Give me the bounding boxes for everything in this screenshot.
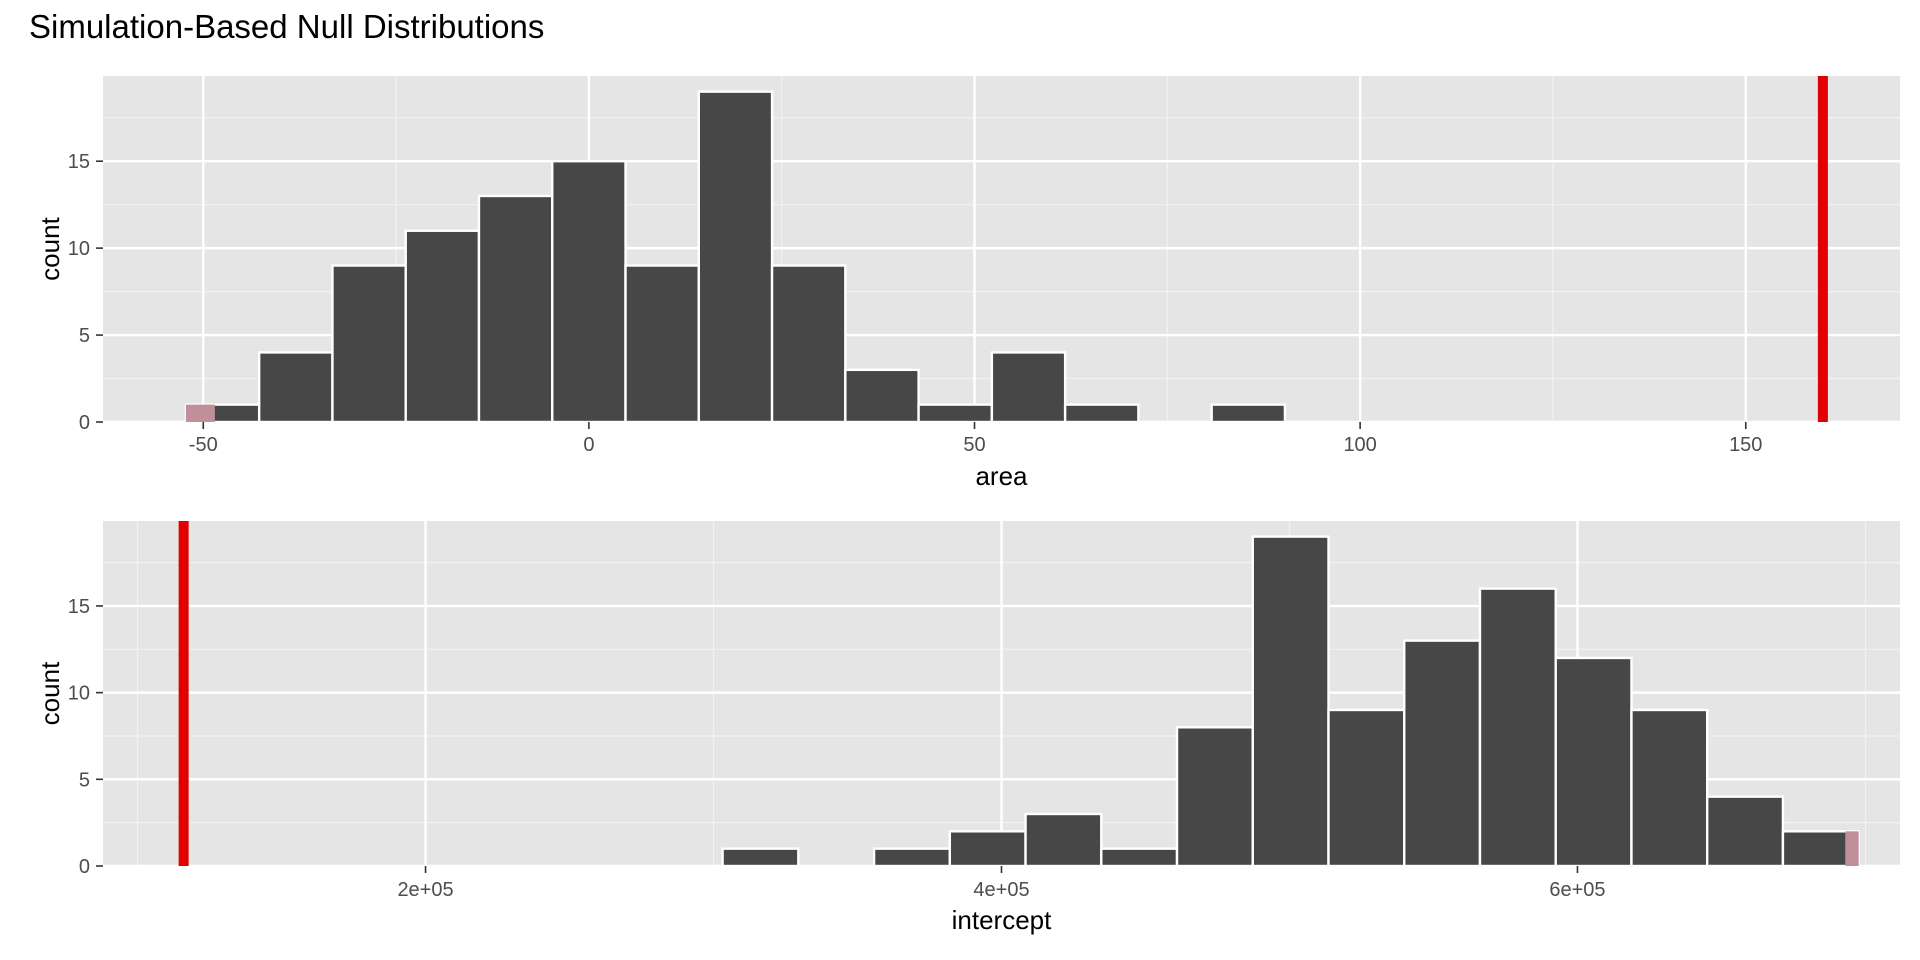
y-tick-label: 5 — [79, 769, 90, 791]
histogram-bar — [1478, 587, 1557, 868]
x-axis-title: intercept — [952, 905, 1052, 935]
histogram-bar — [1251, 535, 1330, 868]
histogram-bar — [844, 368, 920, 424]
histogram-bar — [770, 264, 847, 424]
histogram-bar — [948, 830, 1027, 868]
histogram-bar — [1024, 812, 1103, 868]
histogram-bar — [551, 159, 627, 424]
y-tick-label: 5 — [79, 325, 90, 347]
histogram-bar — [1705, 795, 1785, 868]
histogram-bar — [990, 351, 1067, 424]
histogram-bar — [1403, 639, 1482, 868]
y-tick-label: 10 — [68, 683, 90, 705]
y-axis-title: count — [35, 216, 65, 280]
x-tick-label: 50 — [963, 434, 985, 456]
x-tick-label: 2e+05 — [397, 879, 453, 901]
histogram-bar — [721, 847, 800, 868]
shaded-bar-region — [185, 404, 215, 422]
histogram-bar — [1210, 403, 1287, 424]
histogram-bar — [1327, 708, 1406, 868]
histogram-bar — [1063, 403, 1140, 424]
y-axis-title: count — [35, 661, 65, 725]
x-axis-title: area — [975, 461, 1028, 491]
histogram-bar — [477, 194, 554, 424]
observed-statistic-line — [178, 521, 189, 866]
chart-title: Simulation-Based Null Distributions — [29, 8, 545, 45]
y-tick-label: 0 — [79, 412, 90, 434]
x-tick-label: 6e+05 — [1549, 879, 1605, 901]
y-tick-label: 10 — [68, 238, 90, 260]
y-tick-label: 0 — [79, 856, 90, 878]
x-tick-label: 0 — [583, 434, 594, 456]
histogram-bar — [1554, 656, 1633, 868]
histogram-bar — [872, 847, 952, 868]
area-panel: 0 5 10 15 -50 0 50 100 150 area count — [35, 76, 1900, 491]
histogram-bar — [624, 264, 700, 424]
x-tick-label: 4e+05 — [973, 879, 1029, 901]
observed-statistic-line — [1817, 76, 1828, 422]
intercept-panel: 0 5 10 15 2e+05 4e+05 6e+05 intercept count — [35, 521, 1900, 935]
x-tick-label: 100 — [1343, 434, 1376, 456]
histogram-bar — [404, 229, 481, 424]
shaded-bar-region — [1845, 831, 1859, 866]
x-tick-label: -50 — [189, 434, 218, 456]
histogram-bar — [1100, 847, 1179, 868]
y-tick-label: 15 — [68, 151, 90, 173]
histogram-bar — [917, 403, 994, 424]
histogram-bar — [257, 351, 334, 424]
histogram-bar — [1630, 708, 1709, 868]
histogram-bar — [1175, 726, 1254, 868]
histogram-bar — [331, 264, 407, 424]
y-tick-label: 15 — [68, 596, 90, 618]
x-tick-label: 150 — [1729, 434, 1762, 456]
histogram-bar — [697, 90, 774, 424]
